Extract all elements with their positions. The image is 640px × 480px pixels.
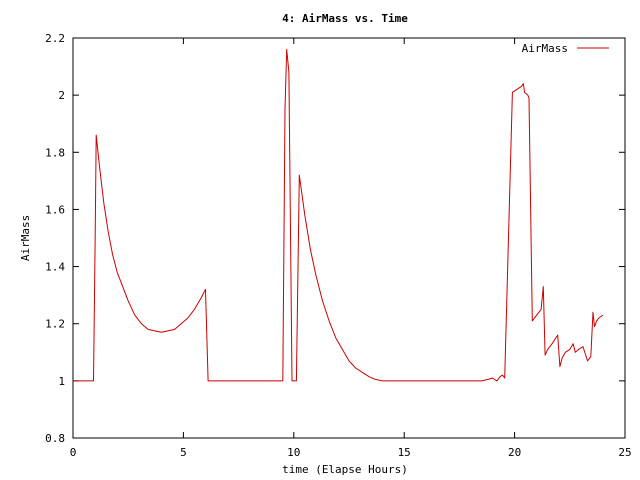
x-axis-label: time (Elapse Hours) <box>282 463 408 476</box>
plot-area-frame <box>72 37 626 439</box>
y-tick-label: 1 <box>58 375 65 388</box>
y-tick-label: 2.2 <box>45 32 65 45</box>
x-tick-label: 20 <box>508 446 521 459</box>
chart-title: 4: AirMass vs. Time <box>282 12 408 25</box>
x-tick-label: 25 <box>618 446 631 459</box>
y-tick-label: 0.8 <box>45 432 65 445</box>
x-tick-label: 0 <box>70 446 77 459</box>
x-tick-label: 10 <box>287 446 300 459</box>
y-tick-label: 1.4 <box>45 261 65 274</box>
series-layer <box>73 48 604 382</box>
y-tick-label: 1.8 <box>45 146 65 159</box>
legend-label-airmass: AirMass <box>522 42 568 55</box>
x-tick-label: 5 <box>180 446 187 459</box>
y-tick-label: 2 <box>58 89 65 102</box>
series-line-airmass <box>73 48 604 382</box>
x-axis: 0 5 10 15 20 25 <box>70 38 632 459</box>
y-tick-label: 1.2 <box>45 318 65 331</box>
y-axis: 0.8 1 1.2 1.4 1.6 1.8 2 2.2 <box>45 32 625 445</box>
x-tick-label: 15 <box>398 446 411 459</box>
legend: AirMass <box>522 42 609 55</box>
y-tick-label: 1.6 <box>45 203 65 216</box>
y-axis-label: AirMass <box>19 215 32 261</box>
